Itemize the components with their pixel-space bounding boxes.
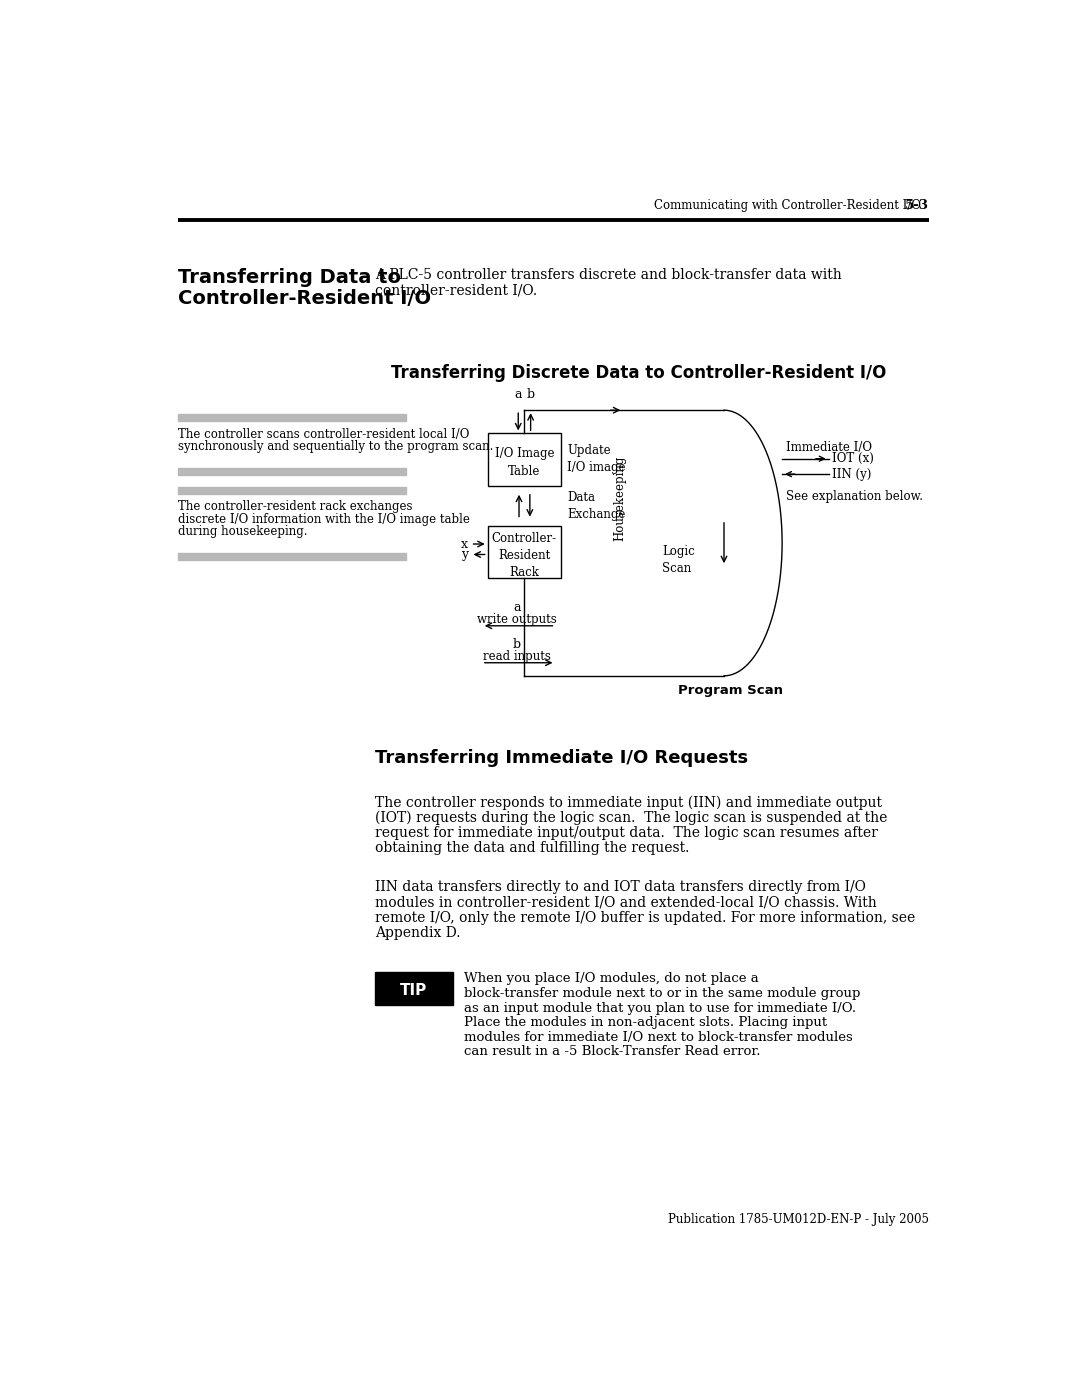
Text: synchronously and sequentially to the program scan.: synchronously and sequentially to the pr…	[177, 440, 492, 453]
Text: A PLC-5 controller transfers discrete and block-transfer data with: A PLC-5 controller transfers discrete an…	[375, 268, 842, 282]
Text: Place the modules in non-adjacent slots. Placing input: Place the modules in non-adjacent slots.…	[464, 1016, 827, 1030]
Bar	[375, 972, 453, 1004]
Text: IIN (y): IIN (y)	[833, 468, 872, 481]
Text: Controller-
Resident
Rack: Controller- Resident Rack	[491, 532, 557, 580]
Text: y: y	[461, 548, 469, 562]
Text: read inputs: read inputs	[483, 651, 551, 664]
Bar	[177, 468, 406, 475]
Text: b: b	[527, 388, 535, 401]
Text: Controller-Resident I/O: Controller-Resident I/O	[177, 289, 431, 309]
Bar	[488, 433, 562, 486]
Text: Logic
Scan: Logic Scan	[662, 545, 694, 576]
Text: during housekeeping.: during housekeeping.	[177, 525, 307, 538]
Text: IOT (x): IOT (x)	[833, 453, 875, 465]
Text: Transferring Discrete Data to Controller-Resident I/O: Transferring Discrete Data to Controller…	[391, 365, 887, 381]
Text: x: x	[461, 538, 469, 550]
Bar	[177, 488, 406, 495]
Text: block-transfer module next to or in the same module group: block-transfer module next to or in the …	[464, 986, 861, 1000]
Text: Communicating with Controller-Resident I/O: Communicating with Controller-Resident I…	[654, 200, 921, 212]
Text: The controller scans controller-resident local I/O: The controller scans controller-resident…	[177, 427, 469, 441]
Text: a: a	[514, 388, 522, 401]
Text: When you place I/O modules, do not place a: When you place I/O modules, do not place…	[464, 972, 759, 985]
Text: Housekeeping: Housekeeping	[612, 455, 626, 542]
Text: Publication 1785-UM012D-EN-P - July 2005: Publication 1785-UM012D-EN-P - July 2005	[669, 1214, 930, 1227]
Text: a: a	[513, 601, 521, 615]
Text: remote I/O, only the remote I/O buffer is updated. For more information, see: remote I/O, only the remote I/O buffer i…	[375, 911, 916, 925]
Text: TIP: TIP	[401, 982, 428, 997]
Text: controller-resident I/O.: controller-resident I/O.	[375, 284, 538, 298]
Text: (IOT) requests during the logic scan.  The logic scan is suspended at the: (IOT) requests during the logic scan. Th…	[375, 810, 888, 826]
Text: IIN data transfers directly to and IOT data transfers directly from I/O: IIN data transfers directly to and IOT d…	[375, 880, 866, 894]
Text: I/O Image
Table: I/O Image Table	[495, 447, 554, 478]
Text: write outputs: write outputs	[476, 613, 556, 626]
Text: modules in controller-resident I/O and extended-local I/O chassis. With: modules in controller-resident I/O and e…	[375, 895, 877, 909]
Text: Immediate I/O: Immediate I/O	[786, 441, 872, 454]
Text: as an input module that you plan to use for immediate I/O.: as an input module that you plan to use …	[464, 1002, 856, 1014]
Text: Transferring Immediate I/O Requests: Transferring Immediate I/O Requests	[375, 749, 748, 767]
Text: Transferring Data to: Transferring Data to	[177, 268, 401, 286]
Text: 5-3: 5-3	[905, 200, 930, 212]
Text: can result in a -5 Block-Transfer Read error.: can result in a -5 Block-Transfer Read e…	[464, 1045, 761, 1059]
Text: Data
Exchange: Data Exchange	[567, 490, 625, 521]
Bar	[488, 525, 562, 578]
Text: obtaining the data and fulfilling the request.: obtaining the data and fulfilling the re…	[375, 841, 690, 855]
Text: Appendix D.: Appendix D.	[375, 926, 461, 940]
Text: request for immediate input/output data.  The logic scan resumes after: request for immediate input/output data.…	[375, 826, 878, 840]
Bar	[177, 414, 406, 420]
Text: discrete I/O information with the I/O image table: discrete I/O information with the I/O im…	[177, 513, 470, 525]
Text: modules for immediate I/O next to block-transfer modules: modules for immediate I/O next to block-…	[464, 1031, 853, 1044]
Text: b: b	[513, 638, 521, 651]
Bar	[177, 553, 406, 560]
Text: The controller responds to immediate input (IIN) and immediate output: The controller responds to immediate inp…	[375, 795, 882, 810]
Text: Program Scan: Program Scan	[677, 683, 783, 697]
Text: See explanation below.: See explanation below.	[786, 489, 923, 503]
Text: Update
I/O image: Update I/O image	[567, 444, 626, 475]
Text: The controller-resident rack exchanges: The controller-resident rack exchanges	[177, 500, 413, 513]
